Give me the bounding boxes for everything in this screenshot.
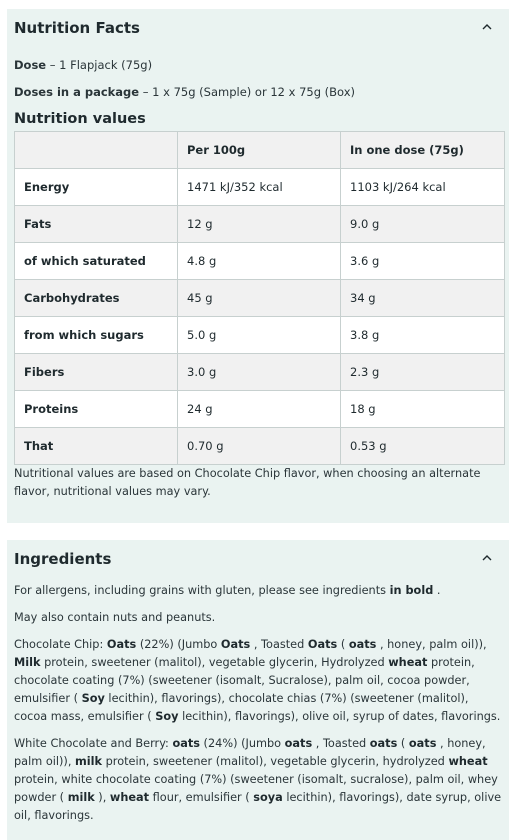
bold-allergen-text: wheat xyxy=(388,656,428,669)
ingredient-text: protein, white chocolate coating (7%) (s… xyxy=(14,773,498,804)
ingredient-text: lecithin), flavorings), chocolate chias … xyxy=(14,692,469,723)
nutrient-name: Energy xyxy=(14,168,178,206)
ingredient-text: protein, chocolate coating (7%) (sweeten… xyxy=(14,656,475,705)
value-per-100g: 3.0 g xyxy=(177,353,341,391)
table-row: Energy 1471 kJ/352 kcal 1103 kJ/264 kcal xyxy=(14,168,505,206)
ingredients-title[interactable]: Ingredients xyxy=(14,550,112,568)
table-header-per-100g: Per 100g xyxy=(177,131,341,169)
bold-allergen-text: milk xyxy=(67,791,95,804)
ingredient-text: protein, sweetener (malitol), vegetable … xyxy=(102,755,449,768)
chevron-up-icon[interactable] xyxy=(480,552,494,564)
nutrient-name: Carbohydrates xyxy=(14,279,178,317)
bold-allergen-text: oats xyxy=(284,737,313,750)
bold-allergen-text: oats xyxy=(408,737,437,750)
value-per-100g: 45 g xyxy=(177,279,341,317)
package-label: Doses in a package xyxy=(14,85,140,99)
ingredient-text: lecithin), flavorings), olive oil, syrup… xyxy=(178,710,501,723)
nutrient-name: Fibers xyxy=(14,353,178,391)
bold-allergen-text: soya xyxy=(253,791,283,804)
ingredient-text: , honey, palm oil)), xyxy=(376,638,487,651)
ingredients-panel: Ingredients For allergens, including gra… xyxy=(7,540,509,840)
value-per-100g: 1471 kJ/352 kcal xyxy=(177,168,341,206)
package-line: Doses in a package – 1 x 75g (Sample) or… xyxy=(14,85,355,99)
value-per-dose: 3.6 g xyxy=(340,242,505,280)
nutrient-name: of which saturated xyxy=(14,242,178,280)
table-header-cell xyxy=(14,131,178,169)
table-row: Proteins 24 g 18 g xyxy=(14,390,505,428)
value-per-dose: 18 g xyxy=(340,390,505,428)
bold-allergen-text: Oats xyxy=(106,638,137,651)
ingredient-text: , Toasted xyxy=(250,638,308,651)
table-row: That 0.70 g 0.53 g xyxy=(14,427,505,465)
value-per-dose: 1103 kJ/264 kcal xyxy=(340,168,505,206)
nutrient-name: Fats xyxy=(14,205,178,243)
bold-allergen-text: Oats xyxy=(307,638,338,651)
value-per-100g: 5.0 g xyxy=(177,316,341,354)
table-row: of which saturated 4.8 g 3.6 g xyxy=(14,242,505,280)
may-contain-note: May also contain nuts and peanuts. xyxy=(14,611,216,624)
nutrition-note: Nutritional values are based on Chocolat… xyxy=(14,467,481,498)
allergen-note: For allergens, including grains with glu… xyxy=(14,582,504,600)
bold-allergen-text: in bold xyxy=(389,584,434,597)
nutrient-name: That xyxy=(14,427,178,465)
ingredient-text: Chocolate Chip: xyxy=(14,638,107,651)
value-per-dose: 2.3 g xyxy=(340,353,505,391)
table-row: from which sugars 5.0 g 3.8 g xyxy=(14,316,505,354)
chevron-up-icon[interactable] xyxy=(480,21,494,33)
value-per-100g: 24 g xyxy=(177,390,341,428)
bold-allergen-text: milk xyxy=(75,755,103,768)
bold-allergen-text: Oats xyxy=(220,638,251,651)
table-header-per-dose: In one dose (75g) xyxy=(340,131,505,169)
ingredient-text: protein, sweetener (malitol), vegetable … xyxy=(40,656,389,669)
table-row: Fibers 3.0 g 2.3 g xyxy=(14,353,505,391)
ingredient-text: ), xyxy=(94,791,110,804)
value-per-dose: 34 g xyxy=(340,279,505,317)
nutrient-name: Proteins xyxy=(14,390,178,428)
table-row: Carbohydrates 45 g 34 g xyxy=(14,279,505,317)
dose-line: Dose – 1 Flapjack (75g) xyxy=(14,58,152,72)
nutrition-facts-title[interactable]: Nutrition Facts xyxy=(14,19,140,37)
table-row: Fats 12 g 9.0 g xyxy=(14,205,505,243)
chocolate-chip-ingredients: Chocolate Chip: Oats (22%) (Jumbo Oats ,… xyxy=(14,636,504,726)
ingredient-text: . xyxy=(433,584,441,597)
bold-allergen-text: oats xyxy=(172,737,200,750)
ingredient-text: ( xyxy=(337,638,349,651)
bold-allergen-text: oats xyxy=(348,638,377,651)
bold-allergen-text: Soy xyxy=(155,710,179,723)
bold-allergen-text: wheat xyxy=(109,791,150,804)
nutrition-values-heading: Nutrition values xyxy=(14,111,146,127)
table-header-row: Per 100g In one dose (75g) xyxy=(14,131,505,169)
value-per-100g: 12 g xyxy=(177,205,341,243)
dose-value: – 1 Flapjack (75g) xyxy=(46,58,153,72)
bold-allergen-text: oats xyxy=(369,737,398,750)
dose-label: Dose xyxy=(14,58,47,72)
bold-allergen-text: wheat xyxy=(448,755,488,768)
ingredient-text: White Chocolate and Berry: xyxy=(14,737,173,750)
bold-allergen-text: Soy xyxy=(81,692,105,705)
value-per-dose: 9.0 g xyxy=(340,205,505,243)
ingredient-text: (24%) (Jumbo xyxy=(199,737,285,750)
ingredient-text: , honey, palm oil)), xyxy=(14,737,486,768)
ingredient-text: , Toasted xyxy=(312,737,370,750)
bold-allergen-text: Milk xyxy=(14,656,41,669)
nutrition-facts-panel: Nutrition Facts Dose – 1 Flapjack (75g) … xyxy=(7,9,509,523)
value-per-dose: 0.53 g xyxy=(340,427,505,465)
package-value: – 1 x 75g (Sample) or 12 x 75g (Box) xyxy=(139,85,356,99)
ingredient-text: (22%) (Jumbo xyxy=(136,638,221,651)
nutrient-name: from which sugars xyxy=(14,316,178,354)
ingredient-text: For allergens, including grains with glu… xyxy=(14,584,390,597)
ingredient-text: lecithin), flavorings), date syrup, oliv… xyxy=(14,791,502,822)
value-per-dose: 3.8 g xyxy=(340,316,505,354)
value-per-100g: 0.70 g xyxy=(177,427,341,465)
white-chocolate-berry-ingredients: White Chocolate and Berry: oats (24%) (J… xyxy=(14,735,504,825)
ingredient-text: flour, emulsifier ( xyxy=(149,791,254,804)
value-per-100g: 4.8 g xyxy=(177,242,341,280)
nutrition-table: Per 100g In one dose (75g) Energy 1471 kJ… xyxy=(14,131,505,465)
ingredient-text: ( xyxy=(397,737,409,750)
